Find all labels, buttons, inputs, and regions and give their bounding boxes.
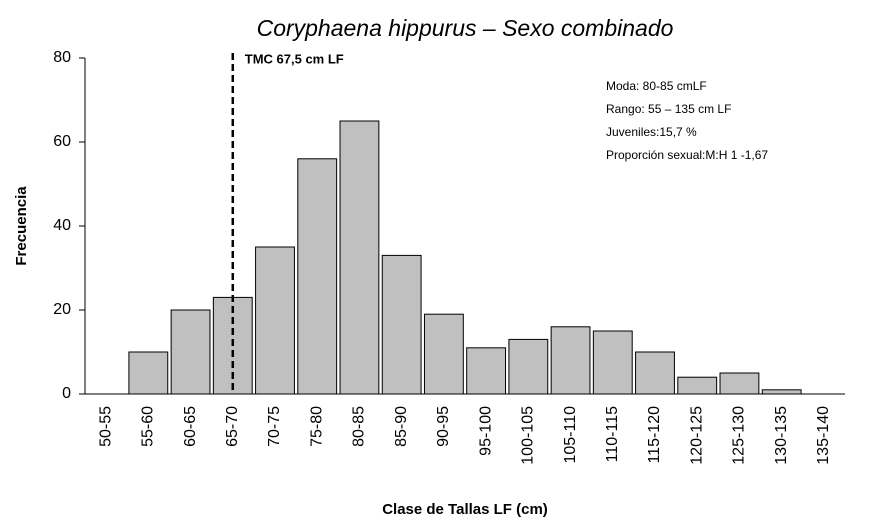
x-tick-label: 135-140 xyxy=(815,406,832,465)
bar xyxy=(255,246,295,395)
x-tick-label: 65-70 xyxy=(224,406,241,447)
bar xyxy=(761,389,802,395)
bar xyxy=(381,254,422,395)
y-tick-label: 0 xyxy=(62,385,71,402)
x-tick-label: 105-110 xyxy=(562,406,579,464)
y-tick-label: 40 xyxy=(53,217,71,234)
annotation: Proporción sexual:M:H 1 -1,67 xyxy=(606,148,768,162)
x-tick-label: 55-60 xyxy=(140,406,157,447)
x-tick-label: 120-125 xyxy=(688,406,705,465)
y-tick-label: 80 xyxy=(53,49,71,66)
x-tick-label: 85-90 xyxy=(393,406,410,447)
x-tick-label: 100-105 xyxy=(520,406,537,465)
bar xyxy=(719,372,760,395)
bar xyxy=(339,120,380,395)
bar xyxy=(423,313,464,395)
bar xyxy=(592,330,633,395)
x-tick-label: 110-115 xyxy=(604,406,621,462)
y-tick-label: 60 xyxy=(53,133,71,150)
x-tick-label: 50-55 xyxy=(97,406,114,447)
bar xyxy=(128,351,169,395)
bar xyxy=(466,347,507,395)
annotation: Moda: 80-85 cmLF xyxy=(606,79,707,93)
annotation: Rango: 55 – 135 cm LF xyxy=(606,102,731,116)
bar xyxy=(508,338,549,395)
x-tick-label: 90-95 xyxy=(435,406,452,447)
annotation: Juveniles:15,7 % xyxy=(606,125,697,139)
bar xyxy=(635,351,675,395)
x-tick-label: 130-135 xyxy=(773,406,790,465)
bar xyxy=(297,158,338,395)
y-tick-label: 20 xyxy=(53,301,71,318)
bar xyxy=(677,376,718,395)
chart-title: Coryphaena hippurus – Sexo combinado xyxy=(257,15,674,41)
y-axis-label: Frecuencia xyxy=(13,186,30,266)
bar xyxy=(550,326,591,395)
x-axis-label: Clase de Tallas LF (cm) xyxy=(382,501,548,518)
x-tick-label: 95-100 xyxy=(477,406,494,456)
x-tick-label: 60-65 xyxy=(182,406,199,447)
bar xyxy=(170,309,211,395)
x-tick-label: 70-75 xyxy=(266,406,283,447)
x-tick-label: 125-130 xyxy=(731,406,748,465)
x-tick-label: 75-80 xyxy=(308,406,325,447)
x-tick-label: 80-85 xyxy=(351,406,368,447)
threshold-label: TMC 67,5 cm LF xyxy=(245,51,344,66)
x-tick-label: 115-120 xyxy=(646,406,663,464)
